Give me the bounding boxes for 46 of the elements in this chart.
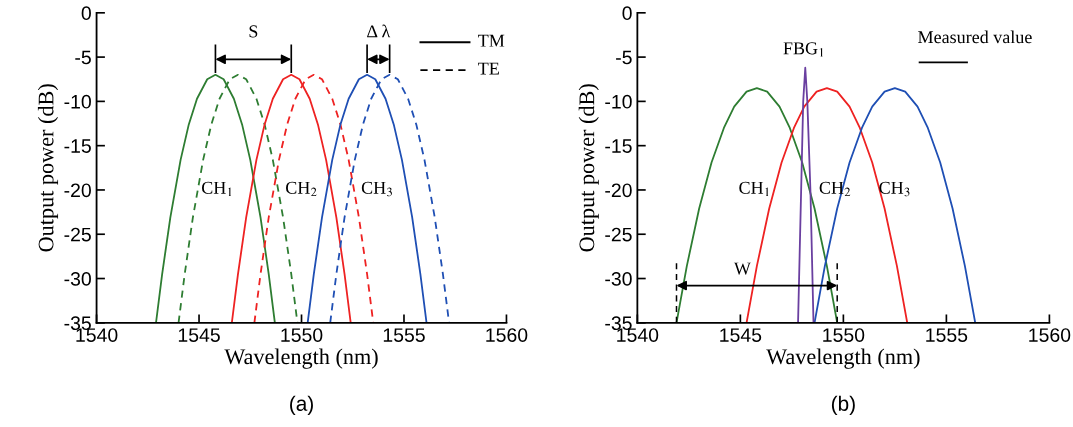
x-tick-label: 1560 [1029,328,1071,342]
y-tick-label: -35 [64,316,91,331]
x-tick-label: 1540 [76,328,118,342]
x-axis-title: Wavelength (nm) [224,348,378,369]
annotation: W [733,262,751,275]
annotation: CH$_{3}$ [879,181,910,197]
y-axis-title: Output power (dB) [37,84,59,252]
y-tick-label: -10 [64,94,91,109]
y-tick-label: -30 [64,271,91,286]
y-tick-label: -10 [605,94,632,109]
y-tick-label: -25 [605,227,632,242]
y-tick-label: -15 [605,139,632,153]
y-tick-label: -20 [605,183,632,198]
x-tick-label: 1555 [926,328,968,342]
annotation: Δ λ [367,24,391,38]
annotation: S [249,25,258,38]
line-series [797,66,815,323]
x-tick-label: 1540 [617,328,659,342]
y-tick-label: -35 [605,316,632,331]
annotation: CH$_{1}$ [201,181,232,197]
annotation: CH$_{1}$ [739,181,769,197]
x-tick-label: 1555 [383,328,425,342]
text: (b) [831,395,855,416]
line-series [813,87,977,323]
x-tick-label: 1550 [823,328,865,342]
y-tick-label: -15 [64,139,91,153]
x-tick-label: 1545 [720,328,762,342]
y-tick-label: -20 [64,183,91,198]
x-axis-title: Wavelength (nm) [766,348,920,369]
annotation: TE [478,62,499,75]
y-tick-label: 0 [622,6,632,21]
x-tick-label: 1560 [486,328,528,342]
annotation: CH$_{2}$ [286,181,317,197]
y-tick-label: -5 [616,50,632,65]
x-tick-label: 1550 [281,328,323,342]
y-tick-label: -30 [605,271,632,286]
y-tick-label: -25 [64,227,91,242]
y-tick-label: 0 [81,6,91,21]
annotation: FBG$_{1}$ [783,42,824,57]
y-axis-title: Output power (dB) [578,84,599,252]
y-tick-label: -5 [75,50,91,65]
annotation: Measured value [918,30,1032,44]
x-tick-label: 1545 [178,328,220,342]
annotation: TM [478,34,505,47]
annotation: CH$_{3}$ [361,181,392,197]
text: (a) [290,395,313,416]
